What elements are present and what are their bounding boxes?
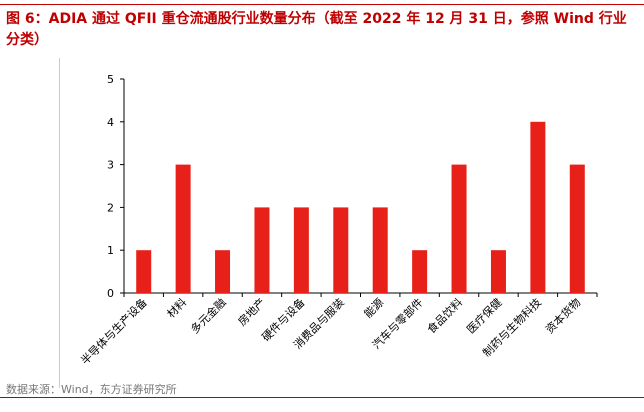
bar xyxy=(136,250,152,293)
y-tick-label: 4 xyxy=(107,116,114,129)
x-tick-label: 半导体与生产设备 xyxy=(78,295,150,367)
x-tick-label: 材料 xyxy=(164,295,189,320)
bar xyxy=(451,164,467,293)
bar xyxy=(254,207,270,293)
chart-title: 图 6：ADIA 通过 QFII 重仓流通股行业数量分布（截至 2022 年 1… xyxy=(6,11,627,48)
x-axis xyxy=(123,292,598,297)
bar xyxy=(530,121,546,293)
y-axis: 0 1 2 3 4 5 xyxy=(107,73,125,300)
x-tick-label: 房地产 xyxy=(235,295,268,328)
x-tick-label: 能源 xyxy=(361,295,386,320)
y-tick-label: 1 xyxy=(107,244,114,257)
x-tick-label: 医疗保健 xyxy=(464,295,505,336)
bar xyxy=(490,250,506,293)
x-tick-label: 多元金融 xyxy=(188,295,229,336)
y-tick-label: 5 xyxy=(107,73,114,86)
bar xyxy=(293,207,309,293)
y-tick-label: 3 xyxy=(107,159,114,172)
bar xyxy=(333,207,349,293)
x-tick-label: 资本货物 xyxy=(542,295,583,336)
bar xyxy=(569,164,585,293)
bottom-rule xyxy=(0,397,644,398)
y-tick-label: 2 xyxy=(107,201,114,214)
data-source: 数据来源：Wind，东方证券研究所 xyxy=(6,383,177,396)
bar xyxy=(412,250,428,293)
bar xyxy=(372,207,388,293)
x-tick-label: 食品饮料 xyxy=(424,295,465,336)
title-top-rule xyxy=(0,4,644,5)
y-tick-label: 0 xyxy=(107,287,114,300)
bar xyxy=(175,164,191,293)
bar xyxy=(215,250,231,293)
side-divider xyxy=(59,58,60,388)
bars xyxy=(136,121,585,293)
